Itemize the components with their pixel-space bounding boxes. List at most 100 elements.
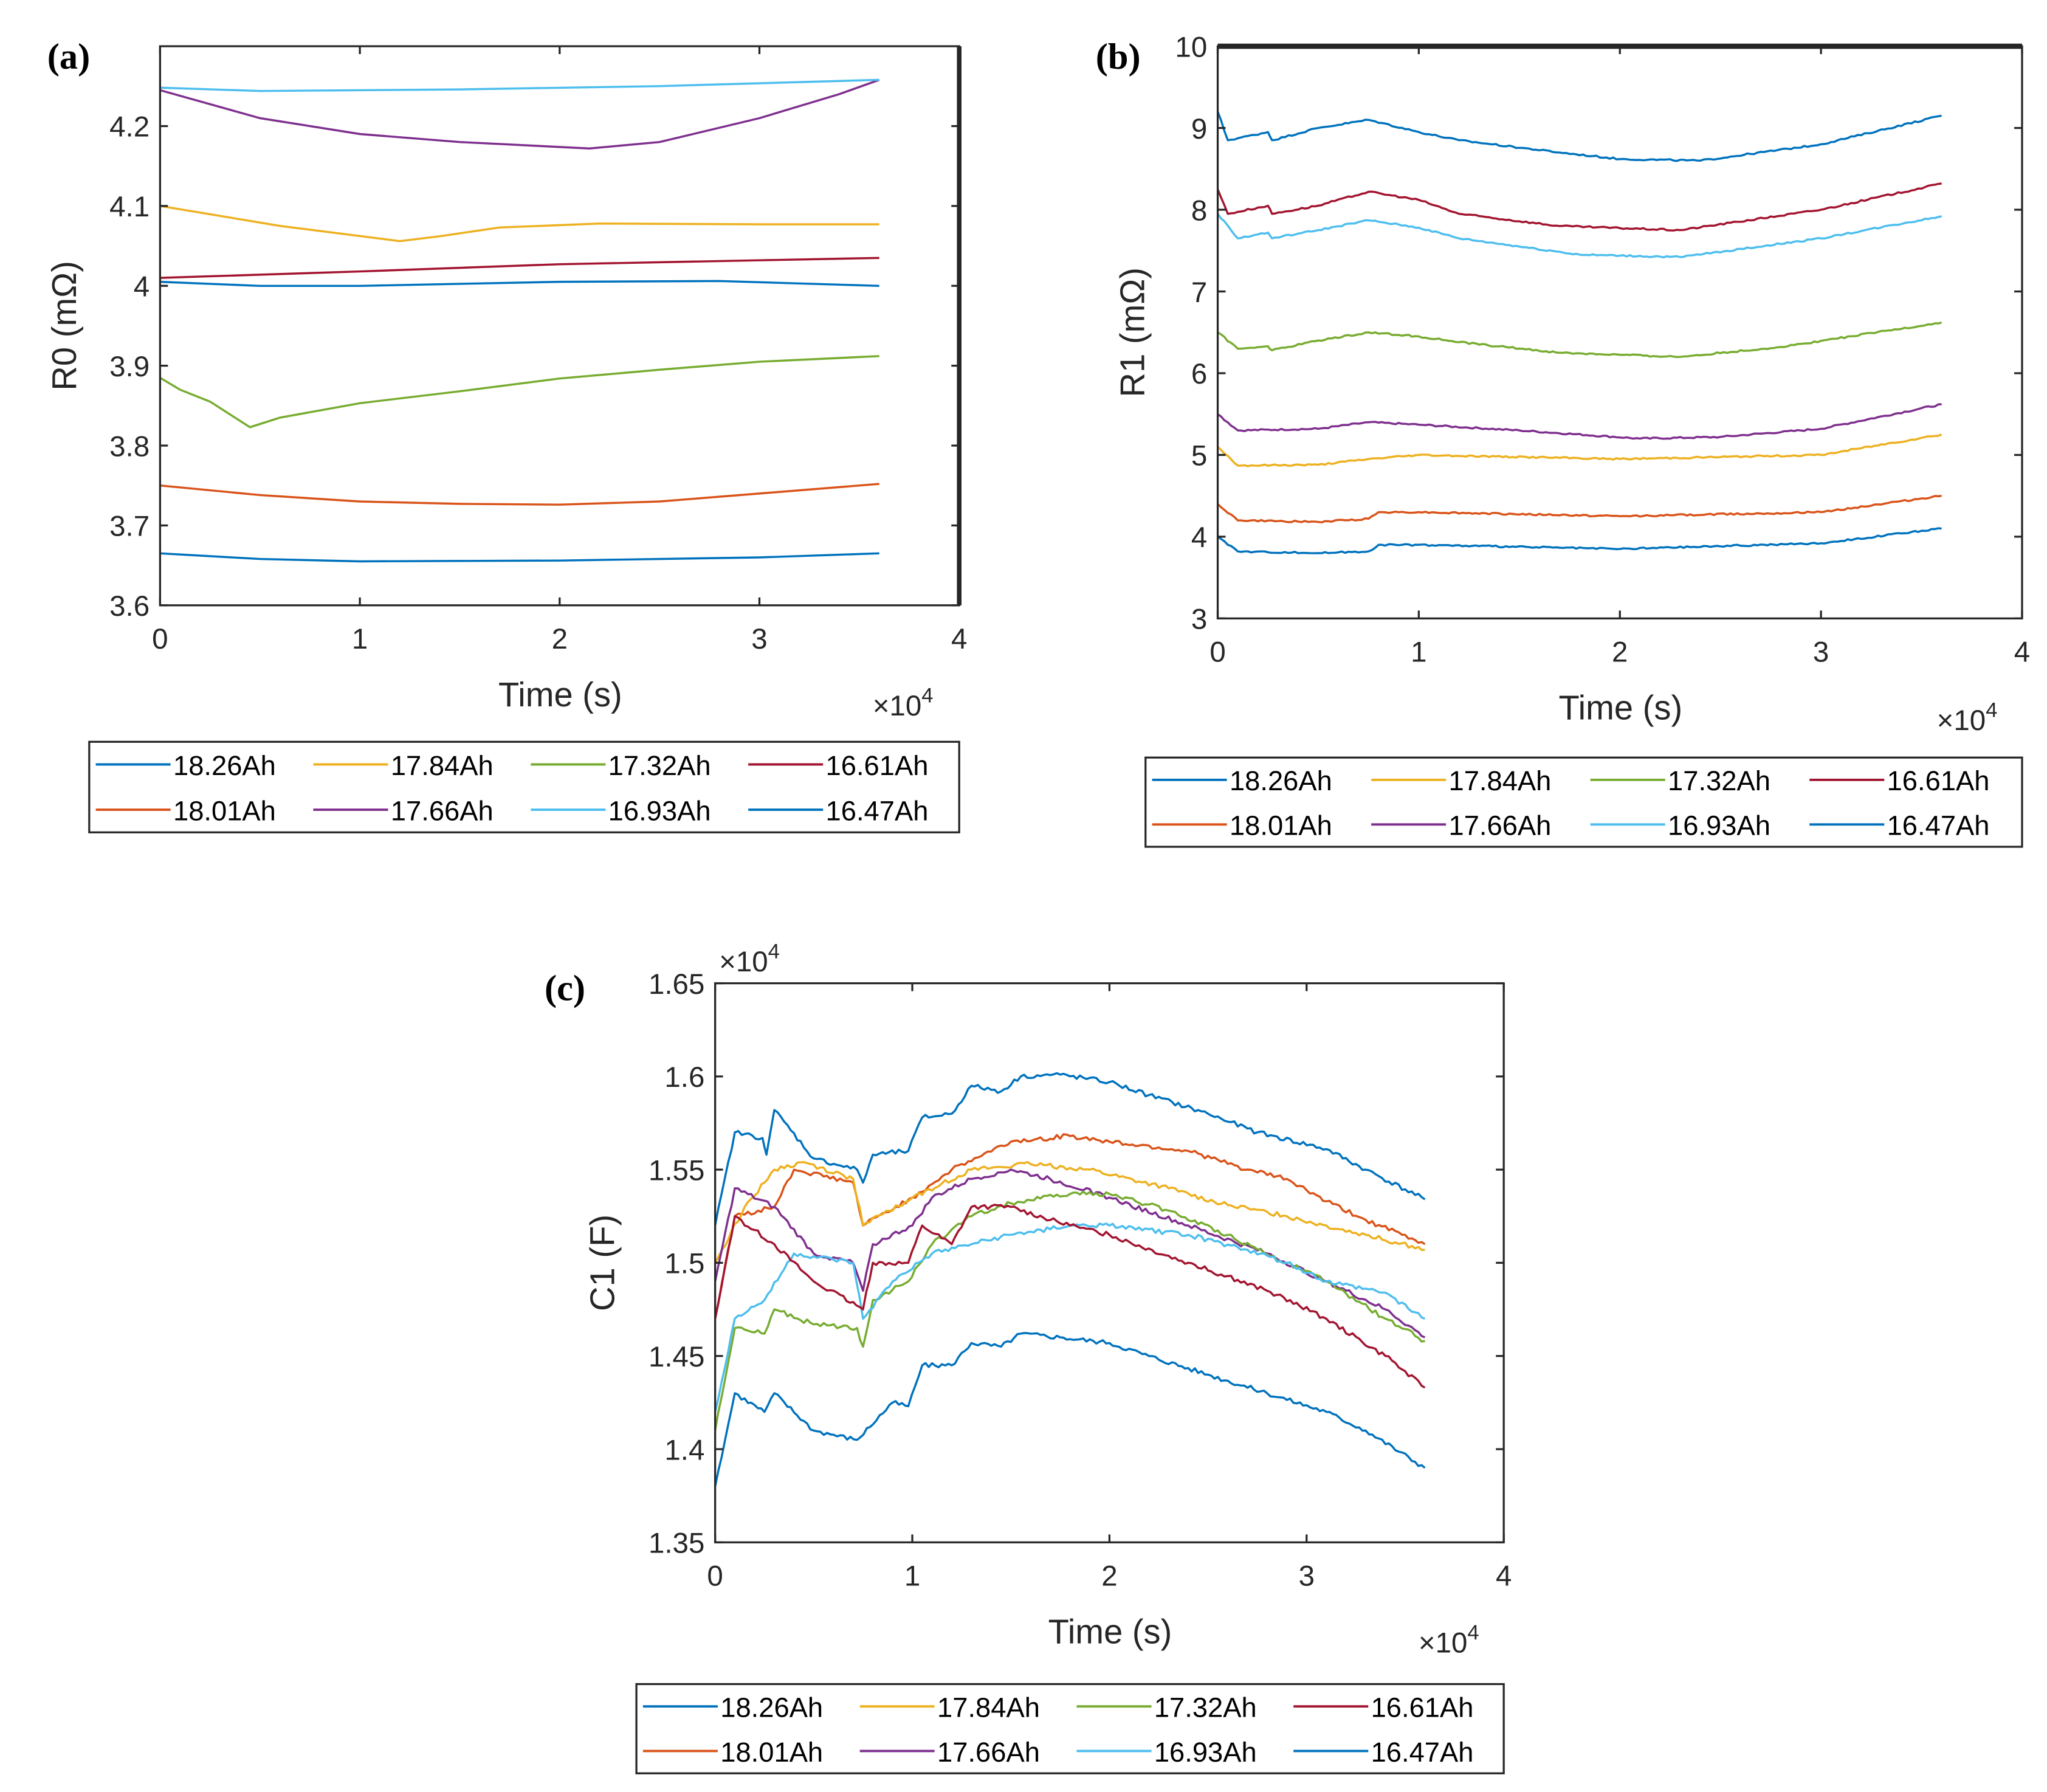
y-tick-label: 1.5 <box>664 1248 704 1280</box>
x-tick-label: 4 <box>951 623 967 655</box>
y-tick-label: 1.6 <box>664 1061 704 1094</box>
series-line-16.61Ah <box>160 257 879 279</box>
legend-item: 16.61Ah <box>1809 765 1989 796</box>
panel-label: (b) <box>1096 36 1141 77</box>
legend-label: 16.47Ah <box>1371 1737 1474 1768</box>
legend-item: 17.66Ah <box>313 795 494 826</box>
y-tick-label: 4 <box>134 271 150 303</box>
legend-item: 17.32Ah <box>531 750 711 781</box>
x-axis-multiplier: ×104 <box>873 684 934 723</box>
legend-box <box>88 740 960 833</box>
panel-label: (c) <box>545 968 585 1009</box>
legend-item: 16.93Ah <box>1076 1737 1257 1768</box>
legend-item: 16.61Ah <box>748 750 928 781</box>
legend-label: 17.84Ah <box>391 750 494 781</box>
x-tick-label: 0 <box>707 1560 723 1593</box>
x-axis-label: Time (s) <box>1558 689 1682 727</box>
legend: 18.26Ah 18.01Ah 17.84Ah 17.66Ah 17.32Ah 16.93… <box>88 740 960 833</box>
legend-label: 17.84Ah <box>1449 765 1552 796</box>
y-tick-label: 10 <box>1175 31 1207 63</box>
y-axis-multiplier-exponent: 4 <box>768 940 780 963</box>
y-tick-label: 3.9 <box>109 351 150 383</box>
y-tick-label: 1.4 <box>664 1434 704 1466</box>
series-line-18.26Ah <box>1216 111 1942 162</box>
series-line-16.47Ah <box>160 552 879 563</box>
legend-item: 17.32Ah <box>1076 1692 1257 1723</box>
legend-label: 17.66Ah <box>1449 810 1552 841</box>
x-tick-label: 0 <box>1209 636 1225 669</box>
legend-label: 18.26Ah <box>173 750 276 781</box>
series-line-18.01Ah <box>714 1133 1426 1319</box>
y-tick-label: 8 <box>1191 195 1207 227</box>
legend-item: 16.93Ah <box>531 795 711 826</box>
series-line-17.66Ah <box>159 78 880 150</box>
legend-label: 16.93Ah <box>1668 810 1770 841</box>
legend-item: 18.26Ah <box>1152 765 1332 796</box>
legend-item: 17.66Ah <box>859 1737 1040 1768</box>
legend-label: 16.47Ah <box>826 795 929 826</box>
legend-label: 18.01Ah <box>720 1737 823 1768</box>
legend-item: 18.01Ah <box>95 795 276 826</box>
y-axis-label: R1 (mΩ) <box>1113 267 1152 397</box>
y-tick-label: 4.2 <box>109 111 150 143</box>
panel-b: 0 1 2 3 4 3 4 5 6 7 8 9 10 (b) Time (s) R1 (mΩ) ×104 18.2… <box>1096 31 2030 848</box>
x-tick-label: 3 <box>1299 1560 1315 1593</box>
legend-label: 18.26Ah <box>1230 765 1332 796</box>
x-axis-label: Time (s) <box>1048 1613 1172 1651</box>
y-tick-label: 6 <box>1191 358 1207 390</box>
legend-item: 18.26Ah <box>95 750 276 781</box>
y-tick-label: 1.35 <box>649 1528 704 1560</box>
legend-item: 17.32Ah <box>1590 765 1770 796</box>
legend-label: 16.61Ah <box>826 750 929 781</box>
series-line-18.01Ah <box>1217 495 1942 524</box>
x-axis-multiplier: ×104 <box>1937 698 1998 737</box>
y-tick-label: 1.55 <box>649 1154 704 1187</box>
legend-label: 17.66Ah <box>391 795 494 826</box>
legend-label: 17.66Ah <box>937 1737 1040 1768</box>
y-tick-label: 5 <box>1191 440 1207 472</box>
legend-item: 16.47Ah <box>1293 1737 1473 1768</box>
y-axis-multiplier: ×104 <box>719 940 780 979</box>
x-tick-label: 3 <box>1813 636 1829 669</box>
legend-item: 17.84Ah <box>313 750 494 781</box>
legend: 18.26Ah 18.01Ah 17.84Ah 17.66Ah 17.32Ah 16.93… <box>635 1683 1505 1774</box>
x-tick-label: 3 <box>751 623 767 655</box>
y-tick-label: 1.45 <box>649 1341 704 1373</box>
series-line-16.47Ah <box>1217 527 1942 554</box>
series-line-18.01Ah <box>160 483 879 506</box>
legend-label: 18.01Ah <box>173 795 276 826</box>
series-line-16.61Ah <box>714 1204 1426 1389</box>
y-tick-label: 3.6 <box>109 590 150 622</box>
legend-item: 17.84Ah <box>859 1692 1040 1723</box>
x-tick-label: 2 <box>1101 1560 1117 1593</box>
legend-item: 16.47Ah <box>748 795 928 826</box>
legend-label: 17.32Ah <box>608 750 711 781</box>
plot-area <box>1217 46 2022 619</box>
y-tick-label: 7 <box>1191 277 1207 309</box>
legend-label: 17.32Ah <box>1668 765 1770 796</box>
x-tick-label: 1 <box>1411 636 1426 669</box>
legend: 18.26Ah 18.01Ah 17.84Ah 17.66Ah 17.32Ah 16.93… <box>1144 756 2023 848</box>
legend-label: 16.47Ah <box>1887 810 1990 841</box>
legend-item: 17.84Ah <box>1371 765 1551 796</box>
x-tick-label: 1 <box>904 1560 920 1593</box>
legend-label: 16.61Ah <box>1371 1692 1474 1723</box>
series-line-17.84Ah <box>714 1160 1425 1264</box>
legend-label: 18.01Ah <box>1230 810 1332 841</box>
y-tick-label: 3.8 <box>109 430 150 463</box>
y-tick-label: 3 <box>1191 604 1207 636</box>
y-tick-label: 9 <box>1191 113 1207 145</box>
series-line-17.32Ah <box>1217 321 1942 359</box>
plot-area <box>715 983 1504 1543</box>
panel-a: 0 1 2 3 4 3.6 3.7 3.8 3.9 4 4.1 4.2 (a) Time (s) R0 (m… <box>45 36 967 833</box>
x-axis-multiplier: ×104 <box>1419 1621 1479 1659</box>
y-tick-label: 4.1 <box>109 191 150 223</box>
y-tick-label: 3.7 <box>109 511 150 543</box>
y-axis-label: R0 (mΩ) <box>45 261 83 390</box>
panel-c: 0 1 2 3 4 1.35 1.4 1.45 1.5 1.55 1.6 1.65 (c) Time (s… <box>545 940 1512 1774</box>
legend-label: 17.32Ah <box>1154 1692 1257 1723</box>
legend-box <box>1144 756 2023 848</box>
legend-item: 18.01Ah <box>1152 810 1332 841</box>
series-line-16.93Ah <box>160 78 879 92</box>
